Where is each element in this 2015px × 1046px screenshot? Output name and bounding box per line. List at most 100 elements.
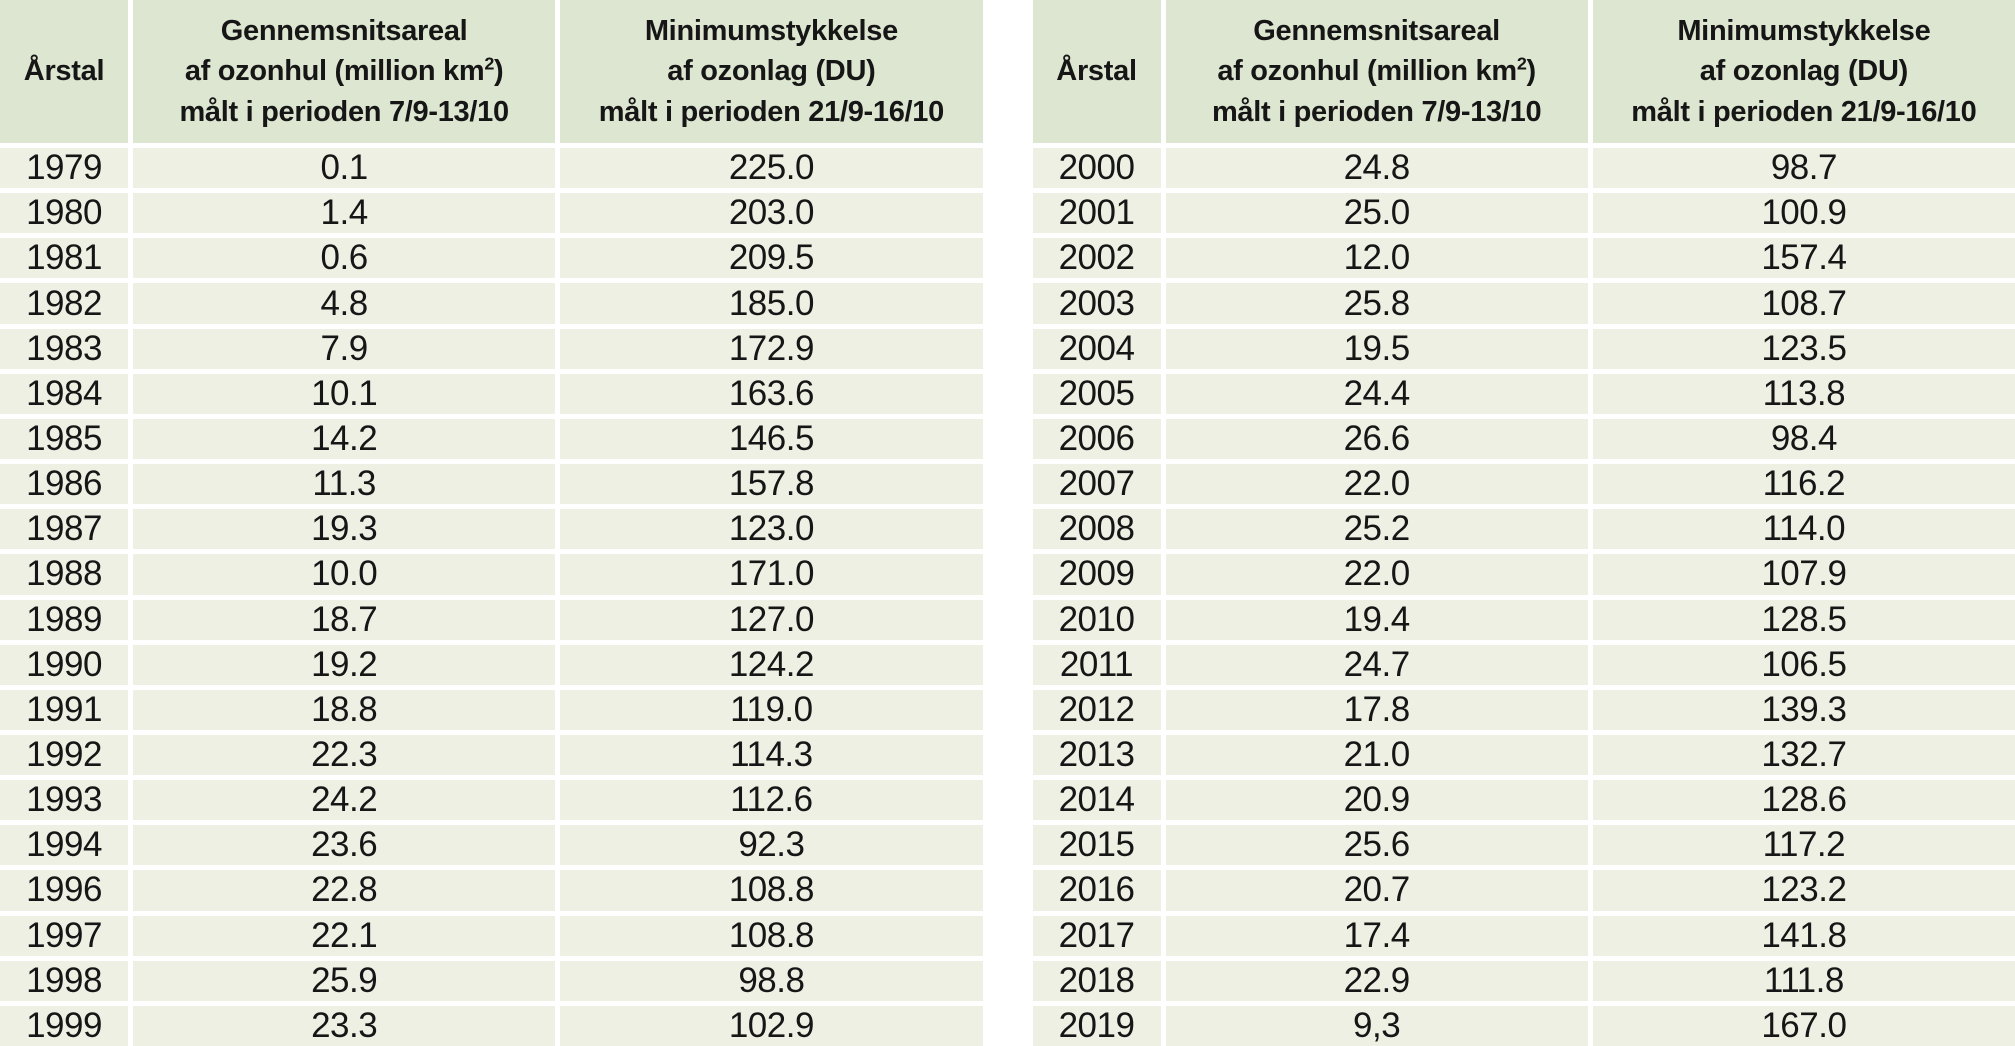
area-cell: 1.4 — [133, 193, 556, 234]
area-cell: 10.1 — [133, 373, 556, 414]
thickness-cell: 107.9 — [1592, 554, 2015, 595]
column-header-thickness-line1: Minimumstykkelse — [1677, 15, 1931, 48]
year-cell: 2003 — [1032, 283, 1161, 324]
thickness-cell: 98.7 — [1592, 148, 2015, 189]
year-cell: 2011 — [1032, 644, 1161, 685]
area-cell: 19.2 — [133, 644, 556, 685]
area-cell: 10.0 — [133, 554, 556, 595]
thickness-cell: 123.2 — [1592, 870, 2015, 911]
year-cell: 2002 — [1032, 238, 1161, 279]
thickness-cell: 167.0 — [1592, 1005, 2015, 1046]
year-cell: 1979 — [0, 148, 128, 189]
ozone-table-2000-2019: Årstal Gennemsnitsareal af ozonhul (mill… — [1032, 0, 2015, 1046]
year-cell: 1983 — [0, 328, 128, 369]
thickness-cell: 128.5 — [1592, 599, 2015, 640]
thickness-cell: 98.8 — [560, 960, 983, 1001]
thickness-cell: 98.4 — [1592, 418, 2015, 460]
year-cell: 2019 — [1032, 1005, 1161, 1046]
year-cell: 2009 — [1032, 554, 1161, 595]
area-cell: 21.0 — [1165, 734, 1588, 776]
thickness-cell: 114.0 — [1592, 509, 2015, 550]
thickness-cell: 92.3 — [560, 825, 983, 866]
thickness-cell: 123.0 — [560, 509, 983, 550]
area-cell: 18.8 — [133, 689, 556, 730]
year-cell: 2012 — [1032, 689, 1161, 730]
year-cell: 1999 — [0, 1005, 128, 1046]
year-cell: 1987 — [0, 509, 128, 550]
year-cell: 2007 — [1032, 464, 1161, 505]
area-cell: 19.5 — [1165, 328, 1588, 369]
year-cell: 2006 — [1032, 418, 1161, 460]
squared-superscript: 2 — [1516, 53, 1527, 74]
column-header-area-line1: Gennemsnitsareal — [220, 15, 468, 48]
column-header-thickness-line1: Minimumstykkelse — [644, 15, 898, 48]
area-cell: 11.3 — [133, 464, 556, 505]
thickness-cell: 141.8 — [1592, 915, 2015, 956]
area-cell: 23.3 — [133, 1005, 556, 1046]
column-header-area-line2: af ozonhul (million km2) — [184, 53, 504, 88]
column-header-year: Årstal — [1032, 0, 1161, 143]
year-cell: 1986 — [0, 464, 128, 505]
year-cell: 2015 — [1032, 825, 1161, 866]
column-header-thickness: Minimumstykkelse af ozonlag (DU) målt i … — [560, 0, 983, 143]
area-cell: 24.7 — [1165, 644, 1588, 685]
year-cell: 1980 — [0, 193, 128, 234]
thickness-cell: 108.8 — [560, 870, 983, 911]
column-header-thickness-line3: målt i perioden 21/9-16/10 — [598, 95, 944, 128]
thickness-cell: 108.8 — [560, 915, 983, 956]
area-cell: 22.3 — [133, 734, 556, 776]
thickness-cell: 128.6 — [1592, 780, 2015, 821]
year-cell: 2016 — [1032, 870, 1161, 911]
year-cell: 1998 — [0, 960, 128, 1001]
column-header-area-line3: målt i perioden 7/9-13/10 — [179, 95, 509, 128]
column-header-area: Gennemsnitsareal af ozonhul (million km2… — [1165, 0, 1588, 143]
thickness-cell: 113.8 — [1592, 373, 2015, 414]
area-cell: 17.8 — [1165, 689, 1588, 730]
thickness-cell: 171.0 — [560, 554, 983, 595]
year-cell: 2013 — [1032, 734, 1161, 776]
area-cell: 22.0 — [1165, 554, 1588, 595]
area-cell: 22.8 — [133, 870, 556, 911]
area-cell: 24.8 — [1165, 148, 1588, 189]
squared-superscript: 2 — [484, 53, 495, 74]
column-header-thickness-line2: af ozonlag (DU) — [1699, 55, 1908, 88]
thickness-cell: 225.0 — [560, 148, 983, 189]
year-cell: 2017 — [1032, 915, 1161, 956]
year-cell: 2014 — [1032, 780, 1161, 821]
year-cell: 1981 — [0, 238, 128, 279]
ozone-table-1979-1999: Årstal Gennemsnitsareal af ozonhul (mill… — [0, 0, 983, 1046]
year-cell: 2004 — [1032, 328, 1161, 369]
area-cell: 23.6 — [133, 825, 556, 866]
thickness-cell: 123.5 — [1592, 328, 2015, 369]
area-cell: 20.9 — [1165, 780, 1588, 821]
year-cell: 1996 — [0, 870, 128, 911]
area-cell: 25.9 — [133, 960, 556, 1001]
area-cell: 4.8 — [133, 283, 556, 324]
thickness-cell: 106.5 — [1592, 644, 2015, 685]
area-cell: 17.4 — [1165, 915, 1588, 956]
area-cell: 14.2 — [133, 418, 556, 460]
year-cell: 1992 — [0, 734, 128, 776]
thickness-cell: 124.2 — [560, 644, 983, 685]
area-cell: 25.8 — [1165, 283, 1588, 324]
year-cell: 2000 — [1032, 148, 1161, 189]
year-cell: 1984 — [0, 373, 128, 414]
year-cell: 2005 — [1032, 373, 1161, 414]
thickness-cell: 116.2 — [1592, 464, 2015, 505]
area-cell: 18.7 — [133, 599, 556, 640]
area-cell: 25.2 — [1165, 509, 1588, 550]
year-cell: 1994 — [0, 825, 128, 866]
area-cell: 24.4 — [1165, 373, 1588, 414]
column-header-thickness: Minimumstykkelse af ozonlag (DU) målt i … — [1592, 0, 2015, 143]
area-cell: 7.9 — [133, 328, 556, 369]
year-cell: 1991 — [0, 689, 128, 730]
thickness-cell: 203.0 — [560, 193, 983, 234]
thickness-cell: 119.0 — [560, 689, 983, 730]
thickness-cell: 114.3 — [560, 734, 983, 776]
thickness-cell: 108.7 — [1592, 283, 2015, 324]
area-cell: 9,3 — [1165, 1005, 1588, 1046]
area-cell: 22.1 — [133, 915, 556, 956]
area-cell: 0.6 — [133, 238, 556, 279]
year-cell: 2001 — [1032, 193, 1161, 234]
